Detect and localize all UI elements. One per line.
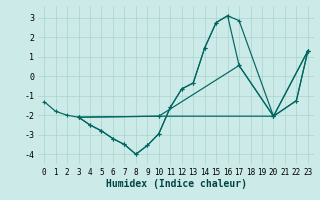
X-axis label: Humidex (Indice chaleur): Humidex (Indice chaleur) xyxy=(106,179,246,189)
